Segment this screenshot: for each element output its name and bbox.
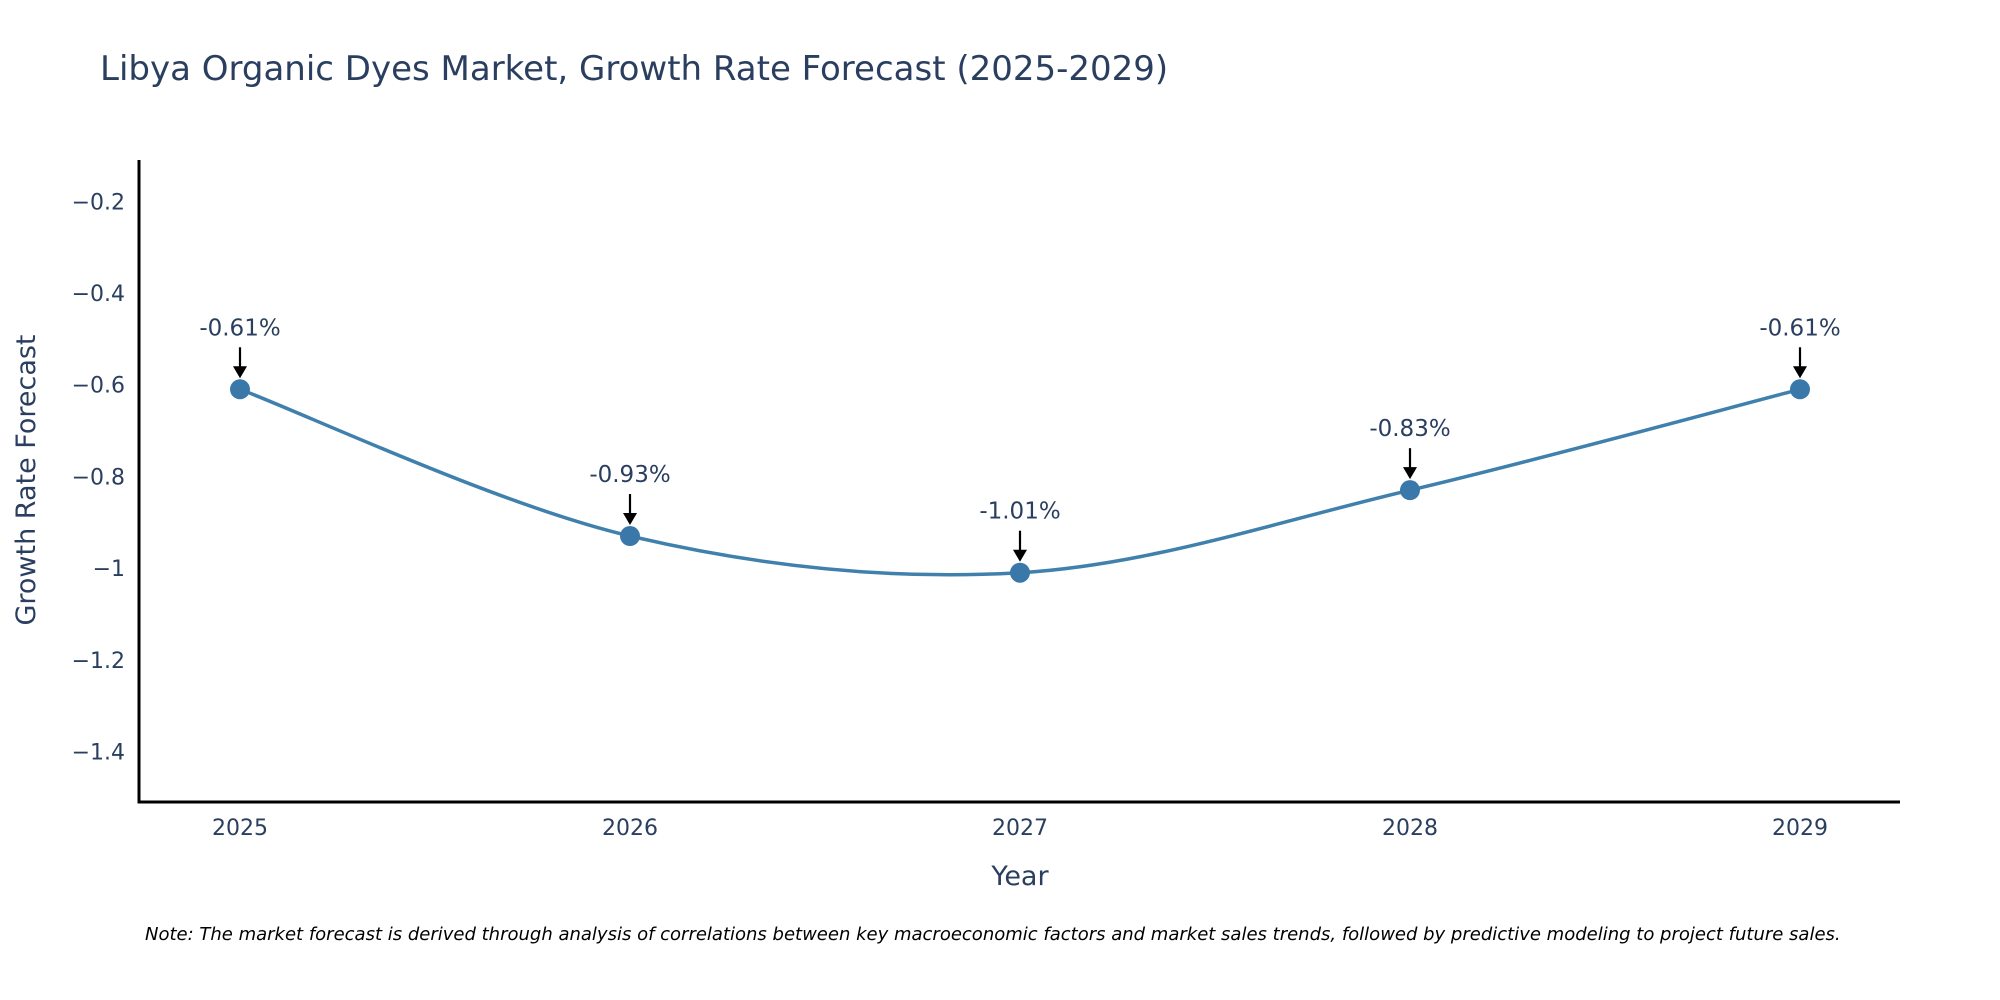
chart-note: Note: The market forecast is derived thr… xyxy=(145,924,1841,945)
data-label: -0.93% xyxy=(589,462,670,488)
data-annotations: -0.61% -0.93% -1.01% -0.83% -0.61% xyxy=(199,315,1841,562)
x-tick-label: 2029 xyxy=(1772,816,1828,841)
chart-title: Libya Organic Dyes Market, Growth Rate F… xyxy=(100,49,1168,89)
data-point xyxy=(1010,562,1030,583)
annotation-arrow-head xyxy=(1403,467,1417,480)
y-axis-ticks: −0.2 −0.4 −0.6 −0.8 −1 −1.2 −1.4 xyxy=(72,190,125,765)
data-point xyxy=(620,526,640,547)
data-markers xyxy=(230,379,1810,583)
x-tick-label: 2025 xyxy=(212,816,268,841)
y-axis-title: Growth Rate Forecast xyxy=(11,334,42,625)
data-point xyxy=(230,379,250,400)
annotation-arrow-head xyxy=(1013,549,1027,562)
y-tick-label: −0.2 xyxy=(72,190,125,215)
y-tick-label: −1.2 xyxy=(72,649,125,674)
y-tick-label: −0.4 xyxy=(72,282,125,307)
x-axis-ticks: 2025 2026 2027 2028 2029 xyxy=(212,816,1828,841)
annotation-arrow-head xyxy=(1793,366,1807,379)
annotation-arrow-head xyxy=(623,513,637,526)
data-point xyxy=(1790,379,1810,400)
data-label: -1.01% xyxy=(979,499,1060,525)
x-tick-label: 2028 xyxy=(1382,816,1438,841)
x-tick-label: 2026 xyxy=(602,816,658,841)
y-tick-label: −0.8 xyxy=(72,465,125,490)
annotation-arrow-head xyxy=(233,366,247,379)
y-tick-label: −1 xyxy=(93,557,125,582)
data-label: -0.61% xyxy=(1759,315,1840,341)
data-label: -0.61% xyxy=(199,315,280,341)
x-tick-label: 2027 xyxy=(992,816,1048,841)
y-tick-label: −0.6 xyxy=(72,374,125,399)
data-label: -0.83% xyxy=(1369,416,1450,442)
data-point xyxy=(1400,480,1420,501)
y-tick-label: −1.4 xyxy=(72,741,125,766)
x-axis-title: Year xyxy=(990,861,1049,892)
